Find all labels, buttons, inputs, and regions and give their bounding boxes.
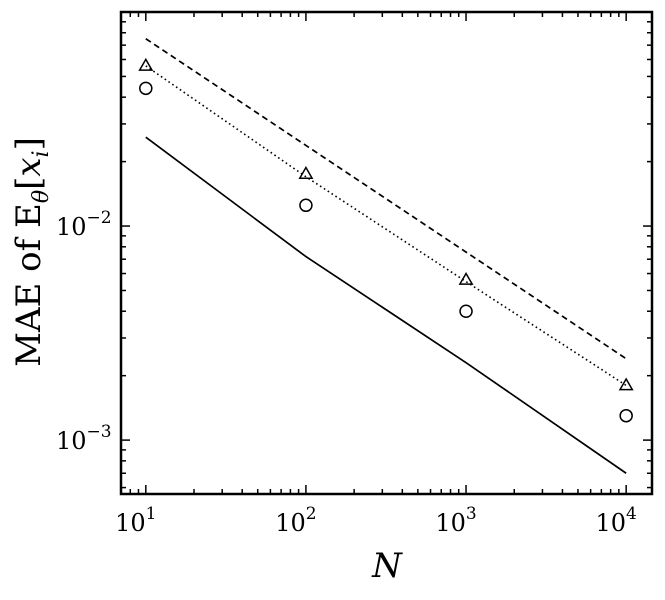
series-layer (145, 38, 627, 474)
circle-marker (299, 198, 313, 213)
plot-frame (119, 10, 654, 496)
circle-marker (139, 81, 153, 96)
y-tick-label: 10−2 (56, 208, 112, 241)
x-tick-label: 101 (115, 504, 156, 537)
marker-layer (138, 57, 634, 423)
x-tick-label: 103 (435, 504, 476, 537)
x-axis-label: N (371, 546, 403, 586)
circle-marker (619, 408, 633, 423)
triangle-marker (458, 271, 474, 285)
x-tick-label: 104 (595, 504, 636, 537)
tick-layer (120, 11, 652, 494)
y-axis-label: MAE of Eθ[xi] (9, 137, 54, 367)
x-tick-label: 102 (275, 504, 316, 537)
solid-series-line (145, 136, 627, 474)
dashed-series-line (145, 38, 627, 360)
triangle-marker (298, 166, 314, 180)
y-tick-label: 10−3 (56, 422, 112, 455)
circle-marker (459, 304, 473, 318)
triangle-marker (618, 377, 634, 391)
triangle-marker (138, 57, 154, 71)
dotted-series-line (145, 65, 627, 387)
